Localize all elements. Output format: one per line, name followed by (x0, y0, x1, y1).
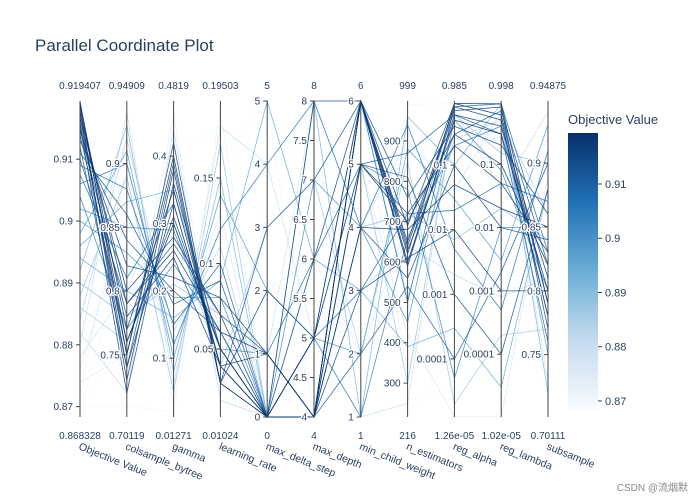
axis-tick-label: 500 (384, 298, 401, 309)
axis-tick-label: 0.9 (527, 159, 541, 170)
axis-tick-label: 0.001 (469, 286, 494, 297)
axis-tick-label: 3 (255, 223, 261, 234)
axis-min-label: 1 (358, 431, 364, 442)
axis-min-label: 216 (399, 431, 416, 442)
axis-tick-label: 0.1 (433, 161, 447, 172)
axis-tick-label: 1 (348, 413, 354, 424)
axis-tick-label: 0.8 (106, 287, 120, 298)
axis-tick-label: 2 (348, 349, 354, 360)
colorbar-title: Objective Value (568, 112, 658, 127)
axis-tick-label: 0.4 (153, 152, 167, 163)
axis-min-label: 4 (311, 431, 317, 442)
axis-max-label: 999 (399, 81, 416, 92)
axis-tick-label: 0.8 (527, 286, 541, 297)
axis-max-label: 0.985 (442, 81, 467, 92)
colorbar-tick-label: 0.88 (605, 342, 626, 354)
axis-max-label: 0.94875 (530, 81, 567, 92)
axis-max-label: 0.4819 (158, 81, 189, 92)
axis-max-label: 0.19503 (202, 81, 239, 92)
axis-min-label: 0.70111 (531, 431, 566, 442)
axis-tick-label: 4 (255, 160, 261, 171)
axis-tick-label: 0.0001 (417, 354, 448, 365)
axis-tick-label: 2 (255, 286, 261, 297)
axis-max-label: 5 (264, 81, 270, 92)
axis-tick-label: 0.2 (153, 286, 167, 297)
axis-tick-label: 1 (255, 349, 261, 360)
colorbar: Objective Value 0.87 0.88 0.89 0.9 0.91 (568, 112, 658, 410)
axis-tick-label: 600 (384, 258, 401, 269)
axis-tick-label: 4 (348, 223, 354, 234)
axis-min-label: 0 (264, 431, 270, 442)
axis-tick-label: 5 (348, 160, 354, 171)
axis-tick-label: 0.05 (194, 345, 214, 356)
axis-tick-label: 0.89 (54, 278, 74, 289)
axis-tick-label: 0.75 (100, 350, 120, 361)
axis-tick-label: 4 (301, 413, 307, 424)
axis-tick-label: 0.75 (522, 350, 542, 361)
axis-tick-label: 0.87 (54, 402, 74, 413)
axis-tick-label: 0 (255, 413, 261, 424)
axis-max-label: 0.919407 (59, 81, 101, 92)
axis-tick-label: 0.01 (428, 225, 448, 236)
axis-max-label: 8 (311, 81, 317, 92)
axis-max-label: 0.94909 (109, 81, 146, 92)
axis-tick-label: 400 (384, 338, 401, 349)
axis-tick-label: 7.5 (293, 136, 307, 147)
axis-tick-label: 0.9 (59, 217, 73, 228)
colorbar-tick-label: 0.9 (605, 233, 620, 245)
colorbar-tick-label: 0.87 (605, 396, 626, 408)
axis-tick-label: 700 (384, 217, 401, 228)
colorbar-tick-label: 0.89 (605, 287, 626, 299)
axis-tick-label: 0.1 (153, 354, 167, 365)
axis-tick-label: 6 (301, 255, 307, 266)
axis-tick-label: 4.5 (293, 373, 307, 384)
axis-tick-label: 0.15 (194, 174, 214, 185)
axis-min-label: 1.02e-05 (481, 431, 521, 442)
axis-tick-label: 7 (301, 176, 307, 187)
axis-tick-label: 0.01 (475, 223, 495, 234)
chart-title: Parallel Coordinate Plot (35, 36, 214, 55)
axis-tick-label: 3 (348, 286, 354, 297)
axis-max-label: 6 (358, 81, 364, 92)
axis-tick-label: 800 (384, 177, 401, 188)
watermark: CSDN @流烟默 (617, 481, 688, 494)
dimension-axes: 0.9194070.8683280.870.880.890.90.91Objec… (52, 81, 596, 483)
axis-min-label: 1.26e-05 (435, 431, 475, 442)
colorbar-gradient (568, 133, 598, 410)
axis-tick-label: 900 (384, 136, 401, 147)
axis-tick-label: 5 (255, 97, 261, 108)
axis-min-label: 0.868328 (59, 431, 101, 442)
axis-tick-label: 0.001 (422, 290, 447, 301)
axis-min-label: 0.70119 (109, 431, 145, 442)
axis-tick-label: 6.5 (293, 215, 307, 226)
axis-tick-label: 8 (301, 97, 307, 108)
axis-tick-label: 0.9 (106, 159, 120, 170)
axis-tick-label: 0.0001 (464, 350, 495, 361)
axis-tick-label: 0.3 (153, 219, 167, 230)
axis-tick-label: 0.1 (199, 259, 213, 270)
axis-max-label: 0.998 (489, 81, 514, 92)
axis-min-label: 0.01024 (202, 431, 239, 442)
axis-tick-label: 0.85 (522, 223, 542, 234)
axis-tick-label: 5.5 (293, 294, 307, 305)
axis-tick-label: 0.85 (100, 223, 120, 234)
axis-tick-label: 5 (301, 334, 307, 345)
axis-min-label: 0.01271 (156, 431, 193, 442)
axis-tick-label: 0.91 (54, 155, 74, 166)
axis-tick-label: 0.1 (480, 160, 494, 171)
axis-tick-label: 0.88 (54, 340, 74, 351)
colorbar-tick-label: 0.91 (605, 179, 626, 191)
axis-tick-label: 300 (384, 379, 401, 390)
axis-tick-label: 6 (348, 97, 354, 108)
